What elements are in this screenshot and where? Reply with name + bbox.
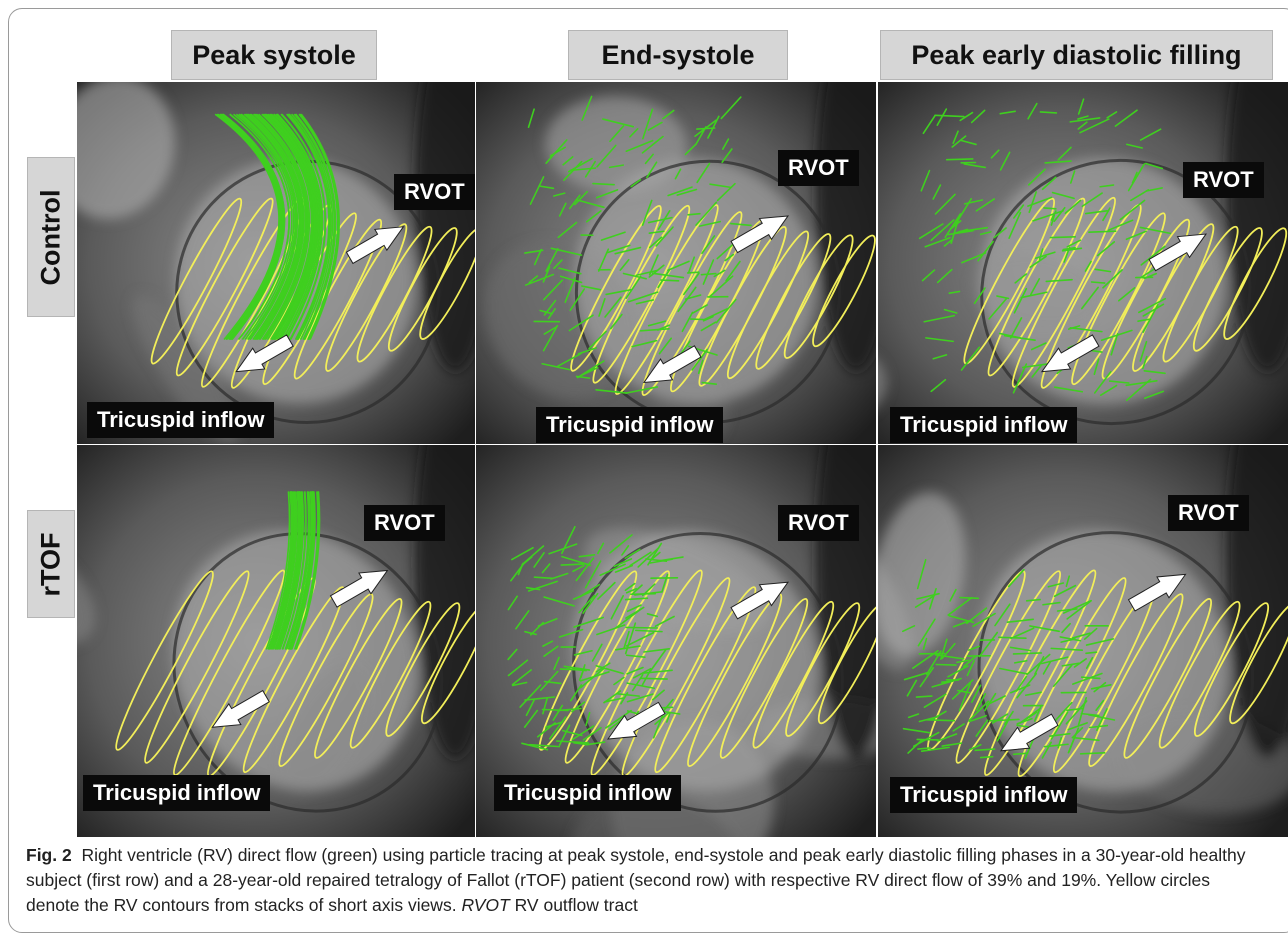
rvot-label: RVOT: [1168, 495, 1249, 531]
tricuspid-inflow-label: Tricuspid inflow: [83, 775, 270, 811]
panel-rtof-peak-systole: RVOT Tricuspid inflow: [77, 445, 475, 837]
caption-abbreviation: RVOT: [461, 895, 509, 915]
tricuspid-inflow-label: Tricuspid inflow: [87, 402, 274, 438]
tricuspid-inflow-label: Tricuspid inflow: [494, 775, 681, 811]
rvot-label: RVOT: [778, 505, 859, 541]
mri-image: [476, 82, 876, 444]
rvot-label: RVOT: [364, 505, 445, 541]
panel-control-peak-early-diastolic-filling: RVOT Tricuspid inflow: [878, 82, 1288, 444]
rvot-label: RVOT: [394, 174, 475, 210]
row-header-rtof: rTOF: [27, 510, 75, 618]
rvot-label: RVOT: [1183, 162, 1264, 198]
panel-rtof-peak-early-diastolic-filling: RVOT Tricuspid inflow: [878, 445, 1288, 837]
mri-image: [878, 82, 1288, 444]
tricuspid-inflow-label: Tricuspid inflow: [890, 777, 1077, 813]
panel-rtof-end-systole: RVOT Tricuspid inflow: [476, 445, 876, 837]
tricuspid-inflow-label: Tricuspid inflow: [890, 407, 1077, 443]
panel-control-end-systole: RVOT Tricuspid inflow: [476, 82, 876, 444]
column-header-end-systole: End-systole: [568, 30, 788, 80]
column-header-peak-systole: Peak systole: [171, 30, 377, 80]
tricuspid-inflow-label: Tricuspid inflow: [536, 407, 723, 443]
row-header-control: Control: [27, 157, 75, 317]
panel-control-peak-systole: RVOT Tricuspid inflow: [77, 82, 475, 444]
caption-abbreviation-definition: RV outflow tract: [515, 895, 638, 915]
figure-label: Fig. 2: [26, 845, 72, 865]
column-header-peak-early-diastolic-filling: Peak early diastolic filling: [880, 30, 1273, 80]
figure-caption: Fig. 2 Right ventricle (RV) direct flow …: [26, 843, 1266, 918]
mri-image: [77, 82, 475, 444]
rvot-label: RVOT: [778, 150, 859, 186]
